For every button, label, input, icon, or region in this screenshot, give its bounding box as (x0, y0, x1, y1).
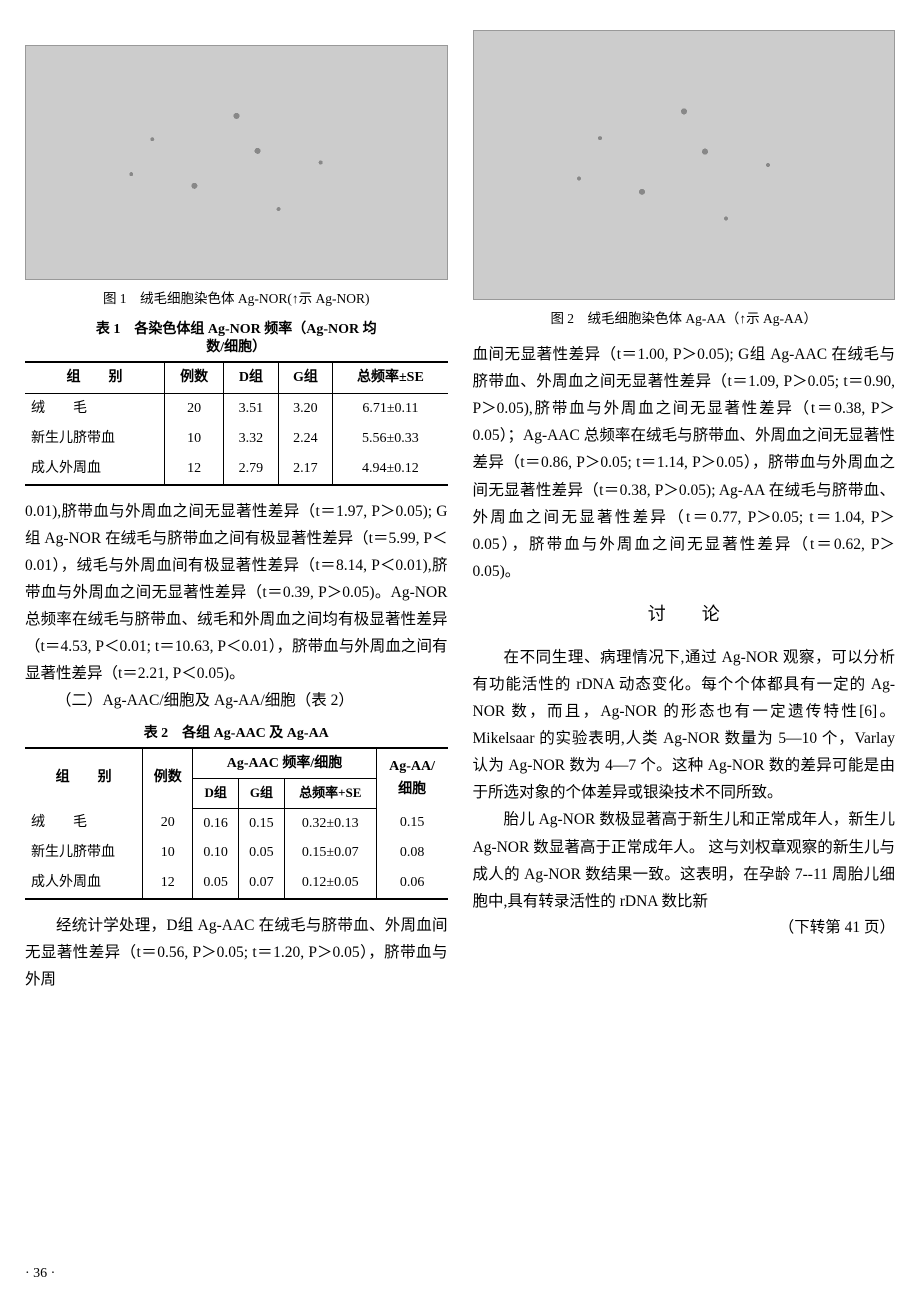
table-cell: 2.17 (278, 454, 333, 485)
table-cell: 5.56±0.33 (333, 424, 448, 454)
figure-1-caption: 图 1 绒毛细胞染色体 Ag-NOR(↑示 Ag-NOR) (25, 288, 448, 311)
table-cell: 0.15 (376, 808, 447, 838)
table-1-caption-line1: 表 1 各染色体组 Ag-NOR 频率（Ag-NOR 均 (96, 322, 377, 337)
table-cell: 0.15 (239, 808, 285, 838)
table-2-subheader: G组 (239, 779, 285, 808)
table-cell: 0.05 (239, 838, 285, 868)
table-row: 绒 毛 20 3.51 3.20 6.71±0.11 (25, 394, 448, 424)
table-1-header: 组 别 (25, 362, 165, 393)
table-row: 新生儿脐带血 10 3.32 2.24 5.56±0.33 (25, 424, 448, 454)
table-cell: 6.71±0.11 (333, 394, 448, 424)
table-cell: 新生儿脐带血 (25, 838, 143, 868)
table-cell: 成人外周血 (25, 454, 165, 485)
table-cell: 3.20 (278, 394, 333, 424)
section-title-discussion: 讨论 (473, 599, 896, 630)
table-cell: 3.32 (224, 424, 278, 454)
body-paragraph: 血间无显著性差异（t＝1.00, P＞0.05); G组 Ag-AAC 在绒毛与… (473, 341, 896, 585)
table-1-header: 例数 (165, 362, 224, 393)
table-cell: 0.05 (193, 868, 239, 899)
table-cell: 绒 毛 (25, 394, 165, 424)
body-paragraph: 胎儿 Ag-NOR 数极显著高于新生儿和正常成年人，新生儿 Ag-NOR 数显著… (473, 806, 896, 915)
right-column: 图 2 绒毛细胞染色体 Ag-AA（↑示 Ag-AA） 血间无显著性差异（t＝1… (473, 30, 896, 1286)
page-number: · 36 · (25, 1254, 448, 1286)
table-cell: 0.10 (193, 838, 239, 868)
table-cell: 成人外周血 (25, 868, 143, 899)
table-cell: 0.16 (193, 808, 239, 838)
table-cell: 0.06 (376, 868, 447, 899)
table-2-header: 组 别 (25, 748, 143, 808)
body-paragraph: （二）Ag-AAC/细胞及 Ag-AA/细胞（表 2） (25, 687, 448, 714)
continue-note: （下转第 41 页） (473, 915, 896, 941)
table-2-header-top: Ag-AA/ (389, 759, 435, 774)
table-cell: 10 (165, 424, 224, 454)
table-cell: 2.79 (224, 454, 278, 485)
table-cell: 12 (143, 868, 193, 899)
table-cell: 0.08 (376, 838, 447, 868)
body-paragraph: 经统计学处理，D组 Ag-AAC 在绒毛与脐带血、外周血间无显著性差异（t＝0.… (25, 912, 448, 993)
table-cell: 20 (165, 394, 224, 424)
body-paragraph: 0.01),脐带血与外周血之间无显著性差异（t＝1.97, P＞0.05); G… (25, 498, 448, 688)
table-row: 绒 毛 20 0.16 0.15 0.32±0.13 0.15 (25, 808, 448, 838)
figure-1-image (25, 45, 448, 280)
table-row: 新生儿脐带血 10 0.10 0.05 0.15±0.07 0.08 (25, 838, 448, 868)
table-2-header: Ag-AAC 频率/细胞 (193, 748, 376, 779)
table-cell: 0.15±0.07 (284, 838, 376, 868)
table-cell: 3.51 (224, 394, 278, 424)
table-1: 组 别 例数 D组 G组 总频率±SE 绒 毛 20 3.51 3.20 6.7… (25, 361, 448, 485)
table-cell: 12 (165, 454, 224, 485)
table-cell: 0.07 (239, 868, 285, 899)
table-2-caption: 表 2 各组 Ag-AAC 及 Ag-AA (25, 725, 448, 743)
body-paragraph: 在不同生理、病理情况下,通过 Ag-NOR 观察，可以分析有功能活性的 rDNA… (473, 644, 896, 807)
table-2: 组 别 例数 Ag-AAC 频率/细胞 Ag-AA/ 细胞 D组 G组 总频率+… (25, 747, 448, 900)
table-cell: 新生儿脐带血 (25, 424, 165, 454)
table-cell: 0.32±0.13 (284, 808, 376, 838)
table-1-header: D组 (224, 362, 278, 393)
figure-2-caption: 图 2 绒毛细胞染色体 Ag-AA（↑示 Ag-AA） (473, 308, 896, 331)
table-2-header: 例数 (143, 748, 193, 808)
table-row: 成人外周血 12 0.05 0.07 0.12±0.05 0.06 (25, 868, 448, 899)
table-1-caption: 表 1 各染色体组 Ag-NOR 频率（Ag-NOR 均 数/细胞） (25, 321, 448, 357)
table-1-header: G组 (278, 362, 333, 393)
table-2-header-bottom: 细胞 (398, 782, 426, 797)
figure-2-image (473, 30, 896, 300)
table-cell: 10 (143, 838, 193, 868)
table-cell: 0.12±0.05 (284, 868, 376, 899)
table-1-caption-line2: 数/细胞） (206, 340, 266, 355)
table-cell: 4.94±0.12 (333, 454, 448, 485)
table-cell: 20 (143, 808, 193, 838)
table-row: 成人外周血 12 2.79 2.17 4.94±0.12 (25, 454, 448, 485)
table-2-subheader: D组 (193, 779, 239, 808)
table-2-header: Ag-AA/ 细胞 (376, 748, 447, 808)
table-1-header: 总频率±SE (333, 362, 448, 393)
table-cell: 2.24 (278, 424, 333, 454)
table-cell: 绒 毛 (25, 808, 143, 838)
left-column: 图 1 绒毛细胞染色体 Ag-NOR(↑示 Ag-NOR) 表 1 各染色体组 … (25, 30, 448, 1286)
table-2-subheader: 总频率+SE (284, 779, 376, 808)
